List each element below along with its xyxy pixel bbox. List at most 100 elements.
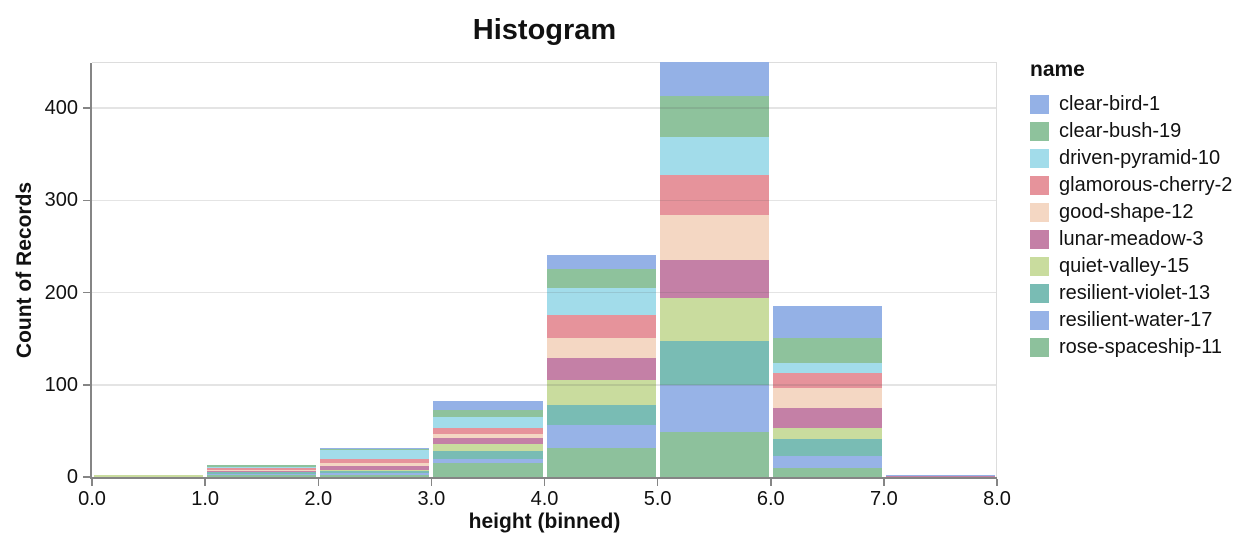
bar-segment [659,62,769,97]
bar-segment [433,458,543,464]
y-tick-label: 200 [44,281,78,304]
bar [546,62,656,477]
legend-swatch [1030,122,1049,141]
bar-segment [320,463,430,466]
bar-segment [885,475,995,477]
legend-swatch [1030,95,1049,114]
y-tick [83,107,90,109]
bar [772,62,882,477]
legend-swatch [1030,311,1049,330]
bar-segment [207,471,317,473]
legend-item-label: lunar-meadow-3 [1059,228,1204,250]
bar-segment [659,340,769,385]
legend-item: resilient-water-17 [1030,309,1232,331]
legend-item-label: resilient-violet-13 [1059,282,1211,304]
bar-segment [320,450,430,460]
bar-segment [207,465,317,467]
legend-item: good-shape-12 [1030,201,1232,223]
bar-segment [433,401,543,410]
bar-segment [94,475,204,477]
bar-segment [207,466,317,468]
bar-segment [772,306,882,338]
x-tick [543,479,546,486]
x-tick-label: 1.0 [191,488,220,510]
bar-segment [659,431,769,477]
legend-title: name [1030,58,1085,81]
chart-title: Histogram [472,14,617,46]
bar-segment [659,260,769,299]
legend-item-label: clear-bush-19 [1059,120,1182,142]
bar-segment [433,409,543,418]
bar-segment [207,472,317,475]
legend-item: clear-bush-19 [1030,120,1232,142]
bar-segment [772,455,882,468]
legend-swatch [1030,284,1049,303]
legend-item-label: good-shape-12 [1059,201,1194,223]
legend-item: driven-pyramid-10 [1030,147,1232,169]
bar-segment [659,175,769,216]
legend-item-label: resilient-water-17 [1059,309,1213,331]
x-tick-label: 8.0 [983,488,1011,510]
legend-item: quiet-valley-15 [1030,255,1232,277]
x-tick [317,479,319,486]
legend-swatch [1030,257,1049,276]
legend-swatch [1030,149,1049,168]
bar-segment [433,433,543,439]
legend-item: lunar-meadow-3 [1030,228,1232,250]
bar-segment [772,388,882,408]
bar-segment [207,470,317,472]
bar-segment [433,463,543,477]
bar-segment [546,405,656,426]
x-tick-label: 5.0 [643,488,672,510]
bar-segment [320,459,430,464]
y-tick [83,384,90,386]
x-tick [204,479,206,486]
bar [207,62,317,477]
bar-segment [207,474,317,476]
y-tick [83,199,90,202]
bar-segment [546,314,656,338]
bar-segment [433,428,543,434]
x-tick [996,479,998,486]
bar-segment [546,268,656,288]
bar-segment [320,475,430,477]
legend-item-label: rose-spaceship-11 [1059,336,1223,358]
x-tick [770,479,772,486]
bar-segment [433,451,543,459]
legend-items: clear-bird-1 clear-bush-19 driven-pyramid-… [1030,93,1233,358]
x-axis-line [90,477,997,479]
bar-segment [546,448,656,477]
y-tick [83,476,90,478]
bar-segment [772,467,882,477]
bar-segment [546,337,656,359]
bar-segment [433,443,543,452]
y-tick-label: 300 [44,189,78,212]
legend-swatch [1030,230,1049,249]
bar-segment [772,372,882,389]
legend-item-label: glamorous-cherry-2 [1059,174,1233,196]
bar-segment [772,407,882,429]
bar-segment [433,417,543,429]
bar-segment [546,425,656,449]
legend-item: clear-bird-1 [1030,93,1232,115]
bar-segment [320,465,430,470]
plot-area: 0 100 200 300 400 0.0 1.0 2.0 3.0 4.0 5.0 6.0 7.0 8.0 [45,62,1011,510]
x-tick-label: 0.0 [78,488,106,510]
legend-item: rose-spaceship-11 [1030,336,1232,358]
x-tick-label: 2.0 [304,488,333,510]
bar [94,62,204,477]
legend-swatch [1030,338,1049,357]
bar-segment [659,136,769,176]
bar-segment [433,438,543,444]
bar-segment [772,439,882,456]
bar-segment [885,476,995,477]
x-tick [430,479,433,486]
x-tick-label: 7.0 [869,488,898,510]
bar-segment [659,298,769,341]
bar-segment [659,215,769,261]
y-tick-label: 0 [66,466,78,488]
legend-item: resilient-violet-13 [1030,282,1232,304]
bar [433,62,543,477]
bar-segment [320,473,430,476]
